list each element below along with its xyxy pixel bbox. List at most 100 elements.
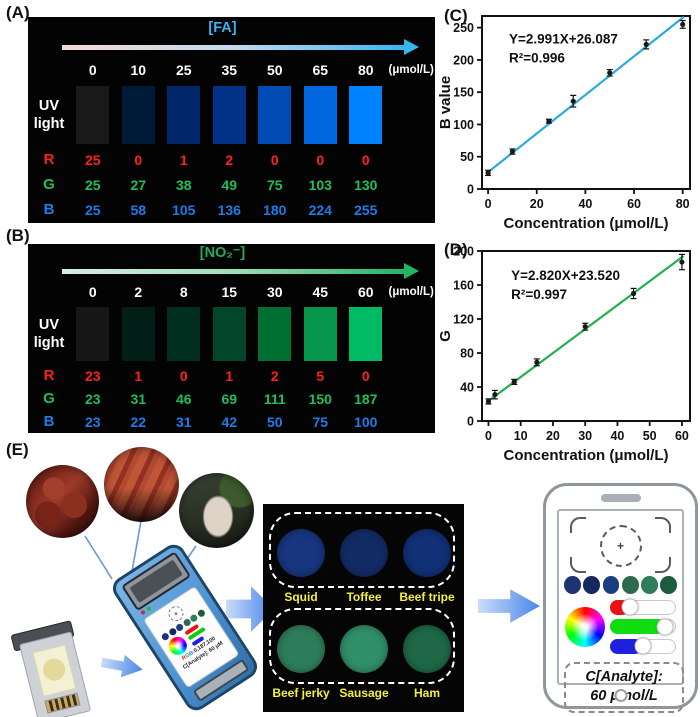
svg-text:Y=2.991X+26.087: Y=2.991X+26.087: [509, 32, 618, 47]
svg-text:40: 40: [460, 381, 474, 395]
smartphone: + C[Analyte]: 60 μmol/L: [543, 483, 698, 713]
channel-value: 255: [354, 201, 378, 218]
svg-text:30: 30: [578, 429, 592, 443]
channel-value: 27: [130, 176, 147, 193]
swatch-cell: [258, 86, 292, 144]
blue-slider[interactable]: [610, 637, 676, 655]
squid-photo: [179, 473, 254, 548]
slider-knob[interactable]: [634, 637, 652, 655]
green-slider[interactable]: [610, 618, 676, 635]
concentration-label: 0: [88, 62, 97, 78]
panel-b-uv-strip: [NO₂⁻] 0 2 8 15 30 45 60 (μmol/L) UV light R 23 1 0 1 2…: [28, 244, 435, 433]
svg-text:250: 250: [453, 21, 474, 35]
svg-text:20: 20: [530, 197, 544, 211]
svg-text:0: 0: [467, 415, 474, 429]
concentration-label: 35: [221, 62, 238, 78]
svg-text:Y=2.820X+23.520: Y=2.820X+23.520: [511, 268, 620, 283]
concentration-label: 65: [312, 62, 329, 78]
home-button[interactable]: [614, 689, 627, 702]
arrow-samples-to-phone: [478, 589, 540, 623]
detected-color-dot: [641, 576, 658, 594]
svg-text:0: 0: [467, 183, 474, 197]
channel-value: 136: [217, 201, 241, 218]
swatch-cell: [167, 86, 201, 144]
channel-label-G: G: [43, 176, 55, 193]
channel-value: 224: [308, 201, 332, 218]
sausage-photo: [104, 447, 179, 522]
uv-fluorescence-swatch: [76, 86, 110, 144]
test-strip-contacts: [44, 692, 81, 714]
channel-value: 22: [130, 413, 147, 430]
test-strip-pad: [32, 644, 77, 698]
channel-value: 0: [361, 367, 370, 384]
fa-title: [FA]: [208, 20, 237, 36]
concentration-label: 2: [134, 284, 143, 300]
swatch-cell: [121, 86, 155, 144]
channel-value: 105: [172, 201, 196, 218]
swatch-cell: [303, 307, 337, 361]
uv-fluorescence-swatch: [349, 86, 383, 144]
sample-spot: [340, 625, 388, 673]
channel-value: 38: [175, 176, 192, 193]
color-wheel-icon[interactable]: [565, 606, 605, 647]
sample-group-no2: [269, 608, 455, 684]
svg-text:60: 60: [675, 429, 689, 443]
reader-device: RGB:0,187,100 C[Analyte]: 60 μM: [108, 540, 262, 715]
channel-value: 1: [225, 367, 234, 384]
slider-knob[interactable]: [621, 598, 639, 616]
no2-gradient-arrow: [NO₂⁻]: [28, 244, 435, 280]
svg-text:G: G: [437, 330, 454, 342]
uv-fluorescence-swatch: [121, 307, 155, 361]
sample-label: Ham: [413, 686, 440, 700]
sample-color-dots: [564, 576, 677, 594]
svg-text:Concentration (μmol/L): Concentration (μmol/L): [504, 215, 669, 232]
svg-text:80: 80: [460, 347, 474, 361]
concentration-label: 0: [88, 284, 97, 300]
detected-color-dot: [660, 576, 677, 594]
sample-spot: [403, 529, 451, 577]
slider-knob[interactable]: [656, 618, 674, 635]
chart-d-container: 0 10 20 30 40 50 60 0 40 80 120 160 200 Y=2.820X+23.5…: [436, 237, 700, 467]
swatch-cell: [349, 307, 383, 361]
channel-value: 0: [134, 151, 143, 168]
uv-light-label: UV light: [33, 316, 65, 351]
channel-value: 23: [84, 413, 101, 430]
detected-color-dot: [621, 576, 639, 594]
channel-value: 42: [221, 413, 238, 430]
uv-fluorescence-swatch: [303, 307, 337, 361]
beef-jerky-photo: [26, 465, 99, 538]
arrow-strip-to-device: [99, 650, 145, 683]
swatch-cell: [76, 86, 110, 144]
svg-text:0: 0: [485, 197, 492, 211]
swatch-cell: [167, 307, 201, 361]
swatch-cell: [258, 307, 292, 361]
channel-value: 25: [84, 201, 101, 218]
svg-text:40: 40: [578, 197, 592, 211]
chart-d-g-value-calibration: 0 10 20 30 40 50 60 0 40 80 120 160 200 Y=2.820X+23.5…: [437, 245, 691, 464]
uv-fluorescence-swatch: [258, 307, 292, 361]
channel-value: 100: [354, 413, 378, 430]
svg-text:Concentration (μmol/L): Concentration (μmol/L): [504, 447, 669, 464]
uv-fluorescence-swatch: [258, 86, 292, 144]
channel-label-G: G: [43, 390, 55, 407]
channel-value: 0: [316, 151, 325, 168]
channel-value: 31: [175, 413, 192, 430]
svg-text:120: 120: [453, 313, 474, 327]
sample-label: Beef jerky: [272, 686, 330, 700]
channel-value: 1: [134, 367, 143, 384]
sample-label: Sausage: [339, 686, 389, 700]
svg-text:200: 200: [453, 245, 474, 259]
channel-label-B: B: [43, 201, 55, 218]
swatch-cell: [76, 307, 110, 361]
panel-a-label: (A): [6, 3, 30, 22]
channel-value: 5: [316, 367, 325, 384]
svg-text:60: 60: [627, 197, 641, 211]
swatch-cell: [121, 307, 155, 361]
sample-group-fa: [269, 512, 455, 588]
concentration-label: 45: [312, 284, 329, 300]
sample-results-panel: Squid Toffee Beef tripe Beef jerky Sausage Ha…: [263, 504, 464, 712]
red-slider[interactable]: [610, 598, 676, 616]
svg-text:R²=0.996: R²=0.996: [509, 51, 565, 66]
rgb-sliders: [610, 598, 676, 655]
channel-value: 25: [84, 151, 101, 168]
